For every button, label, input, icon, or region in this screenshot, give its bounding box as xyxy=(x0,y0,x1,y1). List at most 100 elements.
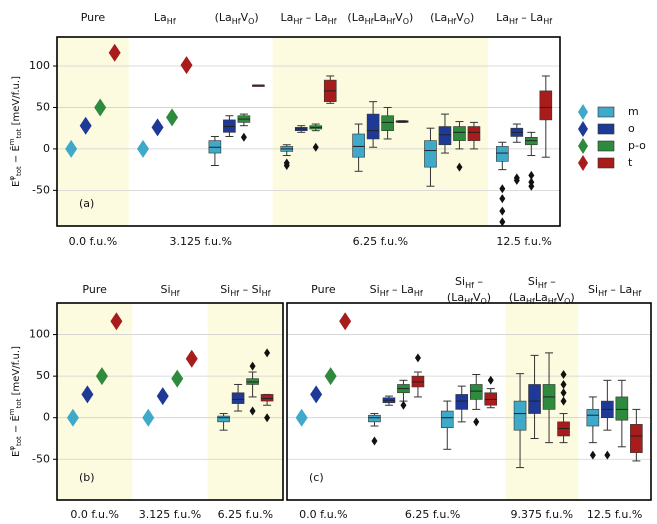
header-part: Si xyxy=(370,283,380,296)
subscript: Hf xyxy=(365,17,374,26)
outlier xyxy=(487,375,494,385)
outlier xyxy=(560,369,567,379)
panel-frame xyxy=(286,302,652,501)
outlier xyxy=(264,413,271,423)
y-label-part: m xyxy=(8,138,16,145)
y-label-part: tot xyxy=(15,398,23,408)
energy-diamond xyxy=(108,43,121,62)
subscript: Hf xyxy=(632,289,641,298)
energy-diamond xyxy=(79,116,92,135)
header-part: La xyxy=(154,11,167,24)
header-part: (La xyxy=(447,291,464,304)
outlier xyxy=(560,388,567,398)
legend-box xyxy=(597,106,615,118)
header-text: Pure xyxy=(81,11,106,24)
panel: 0.0 f.u.% 3.125 f.u.% 6.25 f.u.% -50 0 50 100 (… xyxy=(8,283,284,521)
y-tick-label: 100 xyxy=(29,328,50,341)
header-part: – La xyxy=(389,283,414,296)
header-part: ) xyxy=(470,11,474,24)
legend-box xyxy=(597,157,615,169)
energy-diamond xyxy=(65,139,78,158)
y-label-part: tot xyxy=(15,436,23,446)
energy-diamond xyxy=(142,408,155,427)
box xyxy=(586,409,600,427)
box xyxy=(260,394,274,402)
y-tick-label: 50 xyxy=(36,369,50,382)
concentration-label: 6.25 f.u.% xyxy=(218,508,273,520)
energy-diamond xyxy=(180,56,193,75)
header-text: (LaHfVO) xyxy=(430,11,474,26)
header-text: (LaHfVO) xyxy=(215,11,259,26)
outlier xyxy=(312,142,319,152)
header-text: SiHf – xyxy=(528,275,556,290)
box xyxy=(424,140,437,168)
energy-diamond xyxy=(339,312,352,331)
shaded-region xyxy=(57,37,129,226)
energy-diamond xyxy=(324,367,337,386)
shaded-region xyxy=(57,303,133,500)
subscript: Hf xyxy=(171,289,180,298)
legend-label: p-o xyxy=(628,139,646,152)
box xyxy=(467,126,481,141)
y-label-part: φ xyxy=(8,176,16,181)
header-text: SiHf – LaHf xyxy=(588,283,641,298)
header-part: ) xyxy=(254,11,258,24)
y-axis-label: Eφtot − Ēmtot [meV/f.u.] xyxy=(8,346,23,457)
legend-diamond xyxy=(578,155,588,171)
shaded-region xyxy=(207,303,283,500)
y-tick-label: 0 xyxy=(43,142,50,155)
subscript: O xyxy=(248,17,254,26)
header-part: V xyxy=(395,11,403,24)
subscript: Hf xyxy=(598,289,607,298)
header-part: Si xyxy=(588,283,598,296)
header-text: Pure xyxy=(82,283,107,296)
outlier xyxy=(528,181,535,191)
header-part: ) xyxy=(570,291,574,304)
box xyxy=(496,146,509,162)
energy-diamond xyxy=(310,385,323,404)
outlier xyxy=(499,206,506,216)
subscript: Hf xyxy=(293,17,302,26)
header-part: – La xyxy=(302,11,327,24)
header-part: La xyxy=(373,11,386,24)
header-part: Pure xyxy=(81,11,106,24)
energy-diamond xyxy=(185,349,198,368)
concentration-label: 0.0 f.u.% xyxy=(299,508,347,520)
header-part: V xyxy=(473,291,481,304)
box xyxy=(513,400,527,431)
header-part: – La xyxy=(607,283,632,296)
concentration-label: 12.5 f.u.% xyxy=(496,235,551,248)
y-axis-label: Eφtot − Ēmtot [meV/f.u.] xyxy=(8,76,23,187)
concentration-label: 0.0 f.u.% xyxy=(69,235,117,248)
header-text: (LaHfLaHfVO) xyxy=(347,11,413,26)
concentration-label: 6.25 f.u.% xyxy=(405,508,460,520)
concentration-label: 9.375 f.u.% xyxy=(511,508,573,520)
box xyxy=(217,415,230,423)
box xyxy=(630,424,643,453)
energy-diamond xyxy=(95,367,108,386)
header-part: ) xyxy=(487,291,491,304)
subscript: Hf xyxy=(465,281,474,290)
y-label-part: [meV/f.u.] xyxy=(11,76,22,129)
outlier xyxy=(249,406,256,416)
legend-label: t xyxy=(628,156,633,169)
panel-label: (c) xyxy=(309,471,324,484)
outlier xyxy=(560,379,567,389)
outlier xyxy=(371,436,378,446)
concentration-label: 0.0 f.u.% xyxy=(70,508,118,520)
outlier xyxy=(499,194,506,204)
outlier xyxy=(473,417,480,427)
y-tick-label: 50 xyxy=(36,100,50,113)
concentration-label: 6.25 f.u.% xyxy=(353,235,408,248)
legend-box xyxy=(597,123,615,135)
subscript: Hf xyxy=(447,17,456,26)
header-text: (LaHfVO) xyxy=(447,291,491,306)
header-part: – La xyxy=(518,11,543,24)
outlier xyxy=(400,400,407,410)
subscript: O xyxy=(403,17,409,26)
subscript: Hf xyxy=(548,297,557,306)
header-part: (La xyxy=(347,11,364,24)
header-part: Si xyxy=(220,283,230,296)
box xyxy=(381,115,394,131)
